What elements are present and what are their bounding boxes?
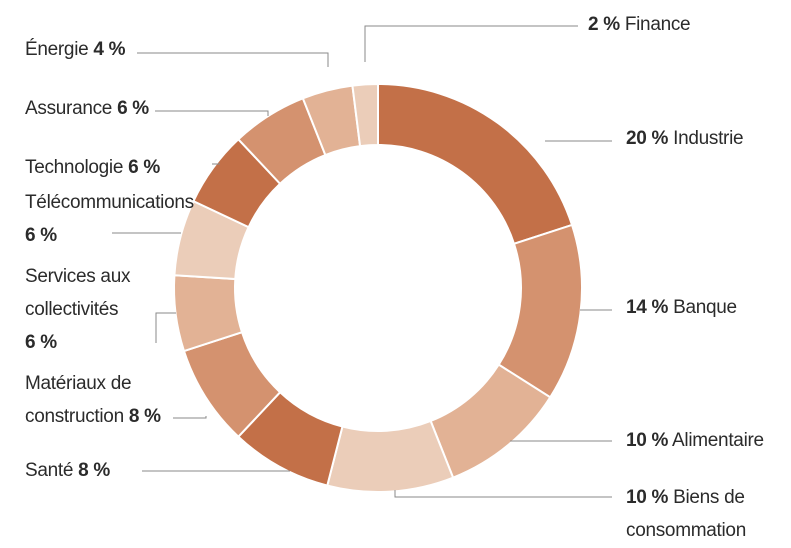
label-biens-pct: 10 % bbox=[626, 487, 669, 508]
label-biens-consommation: 10 % Biens de consommation bbox=[626, 481, 746, 547]
label-services-collectivites: Services aux collectivités 6 % bbox=[25, 260, 130, 359]
label-banque: 14 % Banque bbox=[626, 291, 737, 324]
slice-finance bbox=[351, 82, 379, 148]
label-technologie-pct: 6 % bbox=[128, 157, 160, 178]
label-telecommunications: Télécommunications 6 % bbox=[25, 186, 194, 252]
label-finance-name: Finance bbox=[624, 14, 691, 35]
label-finance-pct: 2 % bbox=[588, 14, 620, 35]
label-banque-name: Banque bbox=[673, 297, 737, 318]
donut-slices bbox=[173, 82, 583, 493]
label-technologie-name: Technologie bbox=[25, 157, 124, 178]
label-industrie-name: Industrie bbox=[673, 128, 744, 149]
label-finance: 2 % Finance bbox=[588, 8, 691, 41]
label-materiaux-construction: Matériaux de construction 8 % bbox=[25, 367, 161, 433]
leader-line bbox=[364, 25, 578, 62]
label-sante-pct: 8 % bbox=[78, 460, 110, 481]
label-sante: Santé 8 % bbox=[25, 454, 110, 487]
slice-biens-de-consommation bbox=[326, 419, 455, 493]
leader-line bbox=[173, 416, 207, 419]
leader-line bbox=[137, 52, 329, 67]
label-telecom-pct: 6 % bbox=[25, 225, 57, 246]
label-sante-name: Santé bbox=[25, 460, 74, 481]
label-industrie: 20 % Industrie bbox=[626, 122, 744, 155]
label-energie: Énergie 4 % bbox=[25, 33, 126, 66]
label-technologie: Technologie 6 % bbox=[25, 151, 160, 184]
label-services-pct: 6 % bbox=[25, 332, 57, 353]
label-telecom-name: Télécommunications bbox=[25, 192, 194, 213]
label-alimentaire-name: Alimentaire bbox=[672, 430, 764, 451]
label-industrie-pct: 20 % bbox=[626, 128, 669, 149]
label-materiaux-pct: 8 % bbox=[128, 406, 161, 427]
label-services-name-1: Services aux bbox=[25, 266, 131, 287]
label-banque-pct: 14 % bbox=[626, 297, 669, 318]
label-materiaux-name-1: Matériaux de bbox=[25, 373, 132, 394]
label-alimentaire: 10 % Alimentaire bbox=[626, 424, 764, 457]
label-assurance: Assurance 6 % bbox=[25, 92, 149, 125]
leader-line bbox=[394, 490, 612, 498]
leader-line bbox=[155, 110, 269, 116]
leader-lines bbox=[112, 25, 612, 498]
leader-line bbox=[155, 312, 176, 343]
label-energie-pct: 4 % bbox=[93, 39, 126, 60]
slice-industrie bbox=[377, 82, 574, 246]
label-energie-name: Énergie bbox=[25, 39, 89, 60]
label-assurance-name: Assurance bbox=[25, 98, 113, 119]
label-services-name-2: collectivités bbox=[25, 299, 119, 320]
label-biens-name-2: consommation bbox=[626, 520, 746, 541]
label-alimentaire-pct: 10 % bbox=[626, 430, 669, 451]
label-biens-name-1: Biens de bbox=[673, 487, 745, 508]
label-assurance-pct: 6 % bbox=[117, 98, 149, 119]
label-materiaux-name-2: construction bbox=[25, 406, 124, 427]
